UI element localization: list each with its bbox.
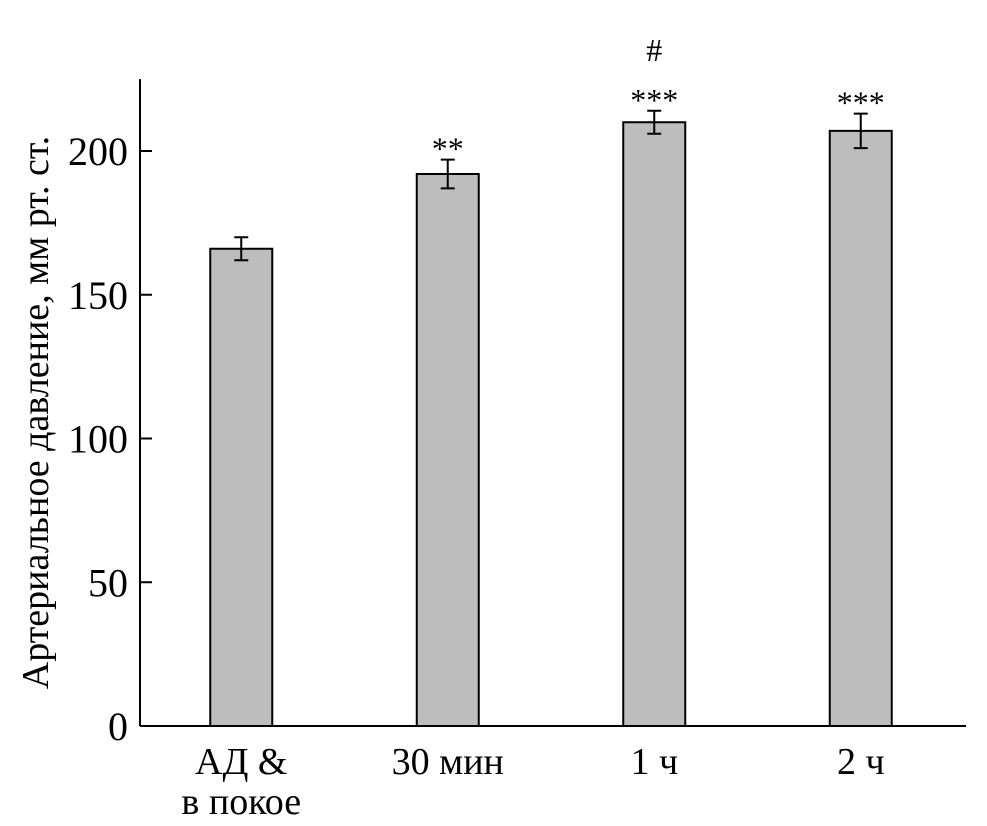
significance-marker: *** [837,85,885,121]
x-tick-label: 30 мин [392,741,504,783]
x-tick-label: 1 ч [630,741,678,783]
bar [622,121,687,727]
bars [209,109,893,727]
y-tick-label: 0 [108,704,128,749]
bar [415,173,480,727]
labels: Артериальное давление, мм рт. ст. АД & в … [15,32,885,823]
bar [828,129,893,727]
y-axis-label: Артериальное давление, мм рт. ст. [15,136,57,689]
y-tick-label: 50 [88,560,128,605]
significance-marker: *** [630,82,678,118]
x-tick-label: 2 ч [837,741,885,783]
y-tick-label: 150 [68,273,128,318]
significance-marker: ** [432,131,464,167]
x-tick-label: АД & в покое [181,741,301,823]
y-tick-label: 200 [68,129,128,174]
bar [209,247,274,727]
significance-marker: # [646,32,662,68]
y-tick-label: 100 [68,417,128,462]
